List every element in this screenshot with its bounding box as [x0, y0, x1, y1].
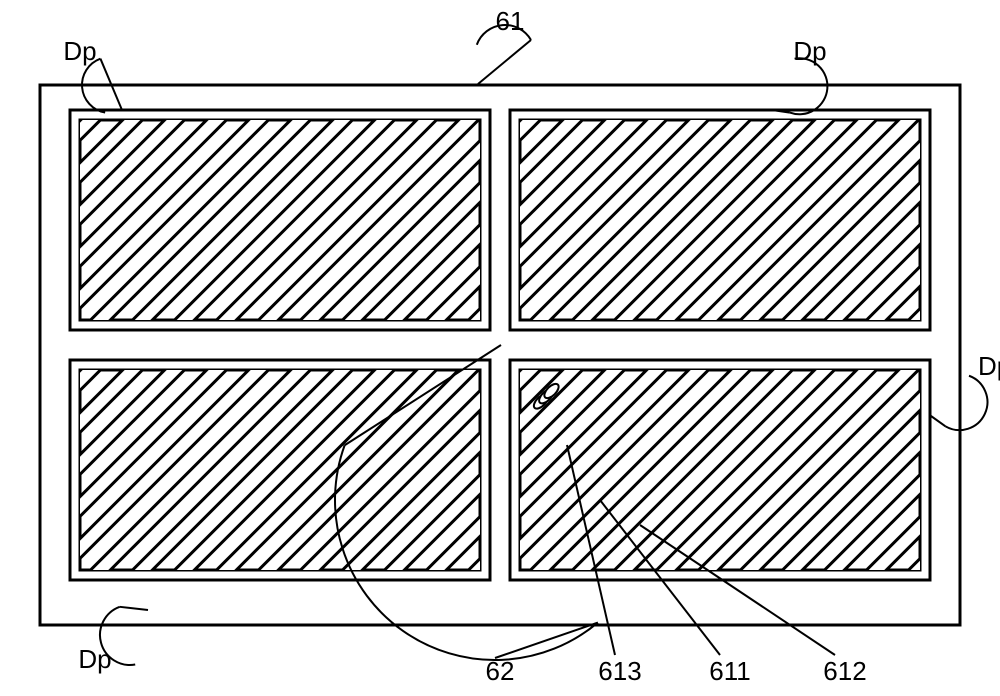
hatch-br	[120, 0, 1000, 696]
hatch-bar	[0, 0, 880, 696]
hatch-bar	[120, 0, 1000, 696]
hatch-bar	[120, 0, 1000, 696]
hatch-bar	[0, 0, 880, 696]
callout-label: 613	[598, 656, 641, 686]
hatch-bar	[0, 0, 880, 696]
leader-tip	[931, 416, 945, 426]
hatch-tr	[120, 0, 1000, 696]
hatch-bar	[0, 0, 880, 696]
callout-label: 61	[496, 6, 525, 36]
hatch-bar	[0, 0, 880, 696]
hatch-bl	[0, 0, 880, 696]
hatch-tl	[0, 0, 880, 696]
hatch-bar	[120, 0, 1000, 696]
hatch-bar	[120, 0, 1000, 696]
hatch-bar	[0, 0, 880, 696]
hatch-bar	[0, 0, 880, 696]
hatch-bar	[120, 0, 1000, 696]
callout: 61	[477, 6, 531, 84]
hatch-bar	[0, 0, 880, 696]
hatch-bar	[0, 0, 880, 696]
callout-label: 612	[823, 656, 866, 686]
callout-label: Dp	[978, 351, 1000, 381]
hatch-bar	[0, 0, 880, 696]
hatch-bar	[120, 0, 1000, 666]
hatch-bar	[0, 0, 880, 696]
hatch-bar	[120, 0, 1000, 696]
hatch-bar	[120, 0, 1000, 696]
hatch-bar	[120, 0, 1000, 696]
callout: Dp	[931, 351, 1000, 430]
hatch-bar	[120, 0, 1000, 696]
hatch-bar	[0, 0, 880, 696]
callout-label: Dp	[63, 36, 96, 66]
hatch-bar	[0, 0, 880, 696]
hatch-bar	[0, 0, 880, 696]
hatch-bar	[120, 0, 1000, 696]
hatch-bar	[120, 0, 1000, 696]
callout-label: Dp	[78, 644, 111, 674]
hatch-bar	[120, 0, 1000, 696]
callout: Dp	[63, 36, 122, 113]
hatch-bar	[0, 0, 880, 696]
hole-ellipse	[542, 381, 561, 400]
hatch-bar	[0, 0, 880, 696]
hatch-bar	[0, 0, 880, 696]
hatch-bar	[120, 0, 1000, 696]
hatch-bar	[120, 0, 1000, 696]
callout: 612	[640, 525, 867, 686]
leader-tip	[478, 40, 531, 84]
leader-tip	[120, 607, 148, 610]
hatch-bar	[0, 0, 880, 696]
hatch-bar	[120, 0, 1000, 696]
callout-label: Dp	[793, 36, 826, 66]
hatch-bar	[120, 0, 1000, 696]
callout: Dp	[772, 36, 827, 114]
hatch-bar	[0, 0, 880, 696]
hatch-bar	[120, 0, 1000, 696]
hatch-bar	[0, 0, 880, 696]
hatch-bar	[0, 0, 880, 696]
callout-label: 611	[709, 656, 750, 686]
callout-label: 62	[486, 656, 515, 686]
hatch-bar	[0, 0, 880, 696]
hatch-bar	[120, 0, 1000, 696]
callout: Dp	[78, 607, 148, 674]
hatch-bar	[120, 0, 1000, 696]
hatch-bar	[120, 0, 1000, 696]
hatch-bar	[120, 0, 1000, 696]
leader-arc	[945, 376, 987, 430]
hatch-bar	[120, 0, 1000, 696]
hatch-bar	[0, 0, 880, 696]
hatch-bar	[120, 0, 1000, 696]
